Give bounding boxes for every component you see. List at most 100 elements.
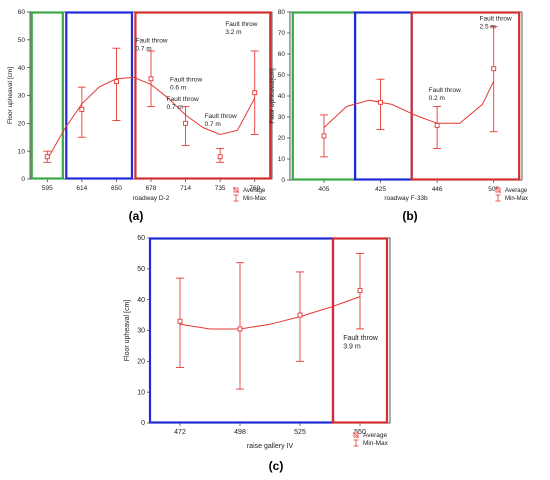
zone-box-blue bbox=[65, 11, 134, 180]
fault-throw-annotation: Fault throw 3.2 m bbox=[225, 21, 257, 36]
panel-a: 0 10 20 30 40 50 60 595 614 650 678 714 735 769 roadwa… bbox=[7, 9, 273, 202]
trend-line bbox=[323, 81, 495, 128]
average-marker bbox=[491, 66, 497, 72]
average-marker bbox=[297, 312, 303, 318]
y-tick-label: 50 bbox=[18, 37, 26, 44]
fault-throw-annotation: Fault throw 2.5 m bbox=[480, 15, 512, 30]
x-tick-label: 735 bbox=[215, 185, 226, 192]
panel-c: 0 10 20 30 40 50 60 472 498 525 550 raise gallery I… bbox=[124, 235, 391, 450]
x-tick-label: 446 bbox=[432, 186, 443, 193]
legend-average-label: Average bbox=[505, 188, 528, 194]
annotation-line: 0.7 m bbox=[135, 46, 151, 53]
y-tick-label: 80 bbox=[278, 9, 286, 16]
average-marker bbox=[79, 106, 85, 112]
zone-box-red bbox=[331, 237, 389, 424]
annotation-line: Fault throw bbox=[343, 335, 379, 342]
legend-average-label: Average bbox=[363, 432, 387, 439]
average-marker bbox=[357, 287, 363, 293]
x-tick-label: 550 bbox=[354, 429, 366, 436]
y-tick-label: 10 bbox=[278, 156, 286, 163]
fault-throw-annotation: Fault throw 0.7 m bbox=[135, 38, 167, 53]
y-tick-label: 40 bbox=[18, 65, 26, 72]
x-tick-label: 650 bbox=[111, 185, 122, 192]
annotation-line: Fault throw bbox=[170, 77, 202, 84]
y-tick-label: 50 bbox=[137, 266, 145, 273]
average-marker bbox=[378, 99, 383, 105]
fault-throw-annotation: Fault throw 0.2 m bbox=[429, 87, 461, 102]
fault-throw-annotation: Fault throw 0.7 m bbox=[167, 96, 199, 111]
y-tick-label: 60 bbox=[137, 235, 145, 242]
average-marker bbox=[44, 154, 50, 160]
legend-minmax-label: Min-Max bbox=[363, 440, 389, 447]
average-marker bbox=[321, 133, 327, 139]
zone-box-green bbox=[30, 11, 64, 180]
y-tick-label: 70 bbox=[278, 30, 286, 37]
y-tick-label: 0 bbox=[141, 420, 145, 427]
average-marker bbox=[183, 120, 189, 126]
annotation-line: 0.6 m bbox=[170, 85, 186, 92]
x-tick-label: 405 bbox=[319, 186, 330, 193]
average-marker bbox=[177, 318, 183, 324]
plot-frame bbox=[149, 237, 391, 424]
trend-line bbox=[179, 296, 361, 330]
y-tick-label: 10 bbox=[137, 389, 145, 396]
y-axis-label: Floor upheaval[cm] bbox=[269, 68, 276, 123]
x-axis-label: raise gallery IV bbox=[247, 443, 294, 450]
fault-throw-annotation: Fault throw 0.7 m bbox=[205, 113, 237, 128]
legend-average-label: Average bbox=[243, 188, 266, 194]
legend-minmax-label: Min-Max bbox=[505, 196, 528, 202]
x-tick-label: 498 bbox=[234, 429, 246, 436]
panel-label-a: (a) bbox=[129, 209, 144, 223]
annotation-line: Fault throw bbox=[225, 21, 257, 28]
y-tick-label: 30 bbox=[278, 114, 286, 121]
y-tick-label: 20 bbox=[137, 359, 145, 366]
average-marker bbox=[113, 79, 119, 85]
annotation-line: Fault throw bbox=[480, 15, 512, 22]
legend-average-slash bbox=[232, 186, 240, 194]
average-marker bbox=[148, 76, 154, 82]
x-tick-label: 714 bbox=[180, 185, 191, 192]
zone-box-red bbox=[134, 11, 272, 180]
x-tick-label: 595 bbox=[42, 185, 53, 192]
plot-frame bbox=[289, 11, 523, 181]
annotation-line: 0.2 m bbox=[429, 95, 445, 102]
x-tick-label: 614 bbox=[76, 185, 87, 192]
average-marker bbox=[434, 122, 440, 128]
y-tick-label: 60 bbox=[278, 51, 286, 58]
x-tick-label: 425 bbox=[375, 186, 386, 193]
x-tick-label: 525 bbox=[294, 429, 306, 436]
y-tick-label: 50 bbox=[278, 72, 286, 79]
fault-throw-annotation: Fault throw 0.6 m bbox=[170, 77, 202, 92]
x-tick-label: 509 bbox=[488, 186, 499, 193]
x-tick-label: 769 bbox=[249, 185, 260, 192]
y-tick-label: 20 bbox=[278, 135, 286, 142]
panel-label-c: (c) bbox=[269, 459, 284, 473]
x-tick-label: 472 bbox=[174, 429, 186, 436]
y-tick-label: 30 bbox=[137, 328, 145, 335]
annotation-line: Fault throw bbox=[429, 87, 461, 94]
annotation-line: 3.2 m bbox=[225, 29, 241, 36]
y-tick-label: 40 bbox=[137, 297, 145, 304]
legend-minmax-label: Min-Max bbox=[243, 196, 266, 202]
annotation-line: Fault throw bbox=[205, 113, 237, 120]
panel-label-b: (b) bbox=[402, 209, 417, 223]
y-axis-label: Floor upheaval [cm] bbox=[124, 300, 131, 362]
y-tick-label: 0 bbox=[281, 177, 285, 184]
average-marker bbox=[237, 326, 243, 332]
x-tick-label: 678 bbox=[146, 185, 157, 192]
x-axis-label: roadway F-33b bbox=[384, 195, 428, 202]
x-axis-label: roadway D-2 bbox=[133, 195, 170, 202]
annotation-line: 0.7 m bbox=[167, 104, 183, 111]
fault-throw-annotation: Fault throw 3.9 m bbox=[343, 335, 379, 351]
annotation-line: 3.9 m bbox=[343, 343, 361, 350]
y-tick-label: 0 bbox=[21, 176, 25, 183]
y-tick-label: 30 bbox=[18, 93, 26, 100]
annotation-line: Fault throw bbox=[167, 96, 199, 103]
panel-b: 0 10 20 30 40 50 60 70 80 405 425 446 509 roadway F-3… bbox=[269, 9, 528, 202]
annotation-line: 2.5 m bbox=[480, 23, 496, 30]
average-marker bbox=[252, 90, 258, 96]
y-tick-label: 60 bbox=[18, 9, 26, 16]
zone-box-red bbox=[410, 11, 521, 181]
y-axis-label: Floor upheaval [cm] bbox=[7, 67, 14, 124]
